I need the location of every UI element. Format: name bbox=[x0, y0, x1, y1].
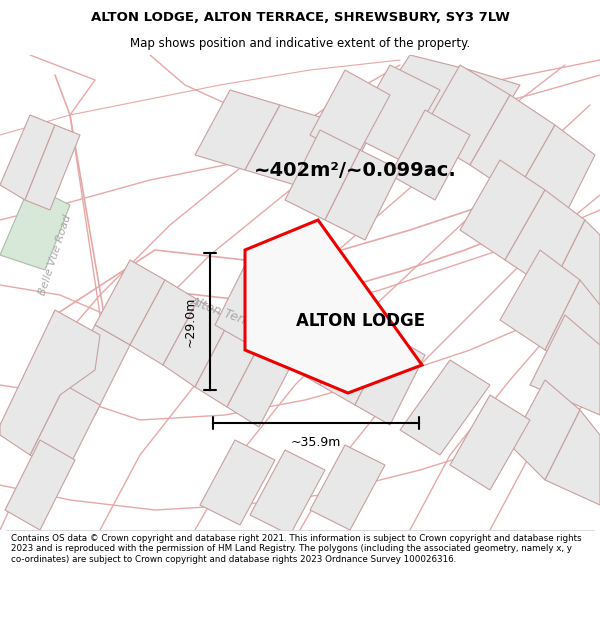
Polygon shape bbox=[470, 95, 555, 195]
Text: Belle Vue Road: Belle Vue Road bbox=[37, 213, 73, 297]
Polygon shape bbox=[545, 280, 600, 375]
Polygon shape bbox=[130, 280, 198, 365]
Polygon shape bbox=[250, 275, 320, 365]
Text: Map shows position and indicative extent of the property.: Map shows position and indicative extent… bbox=[130, 38, 470, 51]
Polygon shape bbox=[0, 115, 55, 200]
Polygon shape bbox=[245, 105, 330, 185]
Polygon shape bbox=[0, 185, 70, 270]
Polygon shape bbox=[355, 335, 425, 425]
Polygon shape bbox=[245, 220, 422, 393]
Polygon shape bbox=[325, 150, 400, 240]
Polygon shape bbox=[60, 325, 130, 415]
Polygon shape bbox=[420, 65, 510, 165]
Polygon shape bbox=[460, 160, 545, 260]
Text: ~35.9m: ~35.9m bbox=[291, 436, 341, 449]
Polygon shape bbox=[430, 70, 520, 150]
Polygon shape bbox=[5, 440, 75, 530]
Polygon shape bbox=[515, 125, 595, 225]
Polygon shape bbox=[95, 260, 165, 345]
Polygon shape bbox=[25, 125, 80, 210]
Polygon shape bbox=[390, 110, 470, 200]
Polygon shape bbox=[195, 320, 262, 407]
Polygon shape bbox=[320, 315, 390, 405]
Polygon shape bbox=[285, 295, 355, 385]
Polygon shape bbox=[227, 340, 294, 427]
Polygon shape bbox=[545, 410, 600, 505]
Polygon shape bbox=[200, 440, 275, 525]
Polygon shape bbox=[310, 70, 390, 160]
Polygon shape bbox=[400, 360, 490, 455]
Polygon shape bbox=[250, 450, 325, 535]
Polygon shape bbox=[510, 380, 580, 480]
Polygon shape bbox=[0, 310, 100, 455]
Polygon shape bbox=[285, 130, 360, 220]
Polygon shape bbox=[500, 250, 580, 350]
Polygon shape bbox=[530, 315, 600, 415]
Polygon shape bbox=[30, 385, 100, 475]
Polygon shape bbox=[295, 120, 370, 205]
Polygon shape bbox=[163, 300, 230, 387]
Text: ALTON LODGE: ALTON LODGE bbox=[296, 312, 425, 329]
Text: ALTON LODGE, ALTON TERRACE, SHREWSBURY, SY3 7LW: ALTON LODGE, ALTON TERRACE, SHREWSBURY, … bbox=[91, 11, 509, 24]
Polygon shape bbox=[215, 255, 285, 345]
Text: Contains OS data © Crown copyright and database right 2021. This information is : Contains OS data © Crown copyright and d… bbox=[11, 534, 581, 564]
Polygon shape bbox=[310, 445, 385, 530]
Polygon shape bbox=[450, 395, 530, 490]
Polygon shape bbox=[370, 55, 470, 135]
Polygon shape bbox=[350, 65, 440, 160]
Text: ~402m²/~0.099ac.: ~402m²/~0.099ac. bbox=[254, 161, 457, 179]
Polygon shape bbox=[195, 90, 280, 170]
Text: ~29.0m: ~29.0m bbox=[184, 296, 197, 347]
Text: Alton Terrace: Alton Terrace bbox=[189, 295, 271, 335]
Polygon shape bbox=[550, 220, 600, 310]
Polygon shape bbox=[505, 190, 585, 290]
